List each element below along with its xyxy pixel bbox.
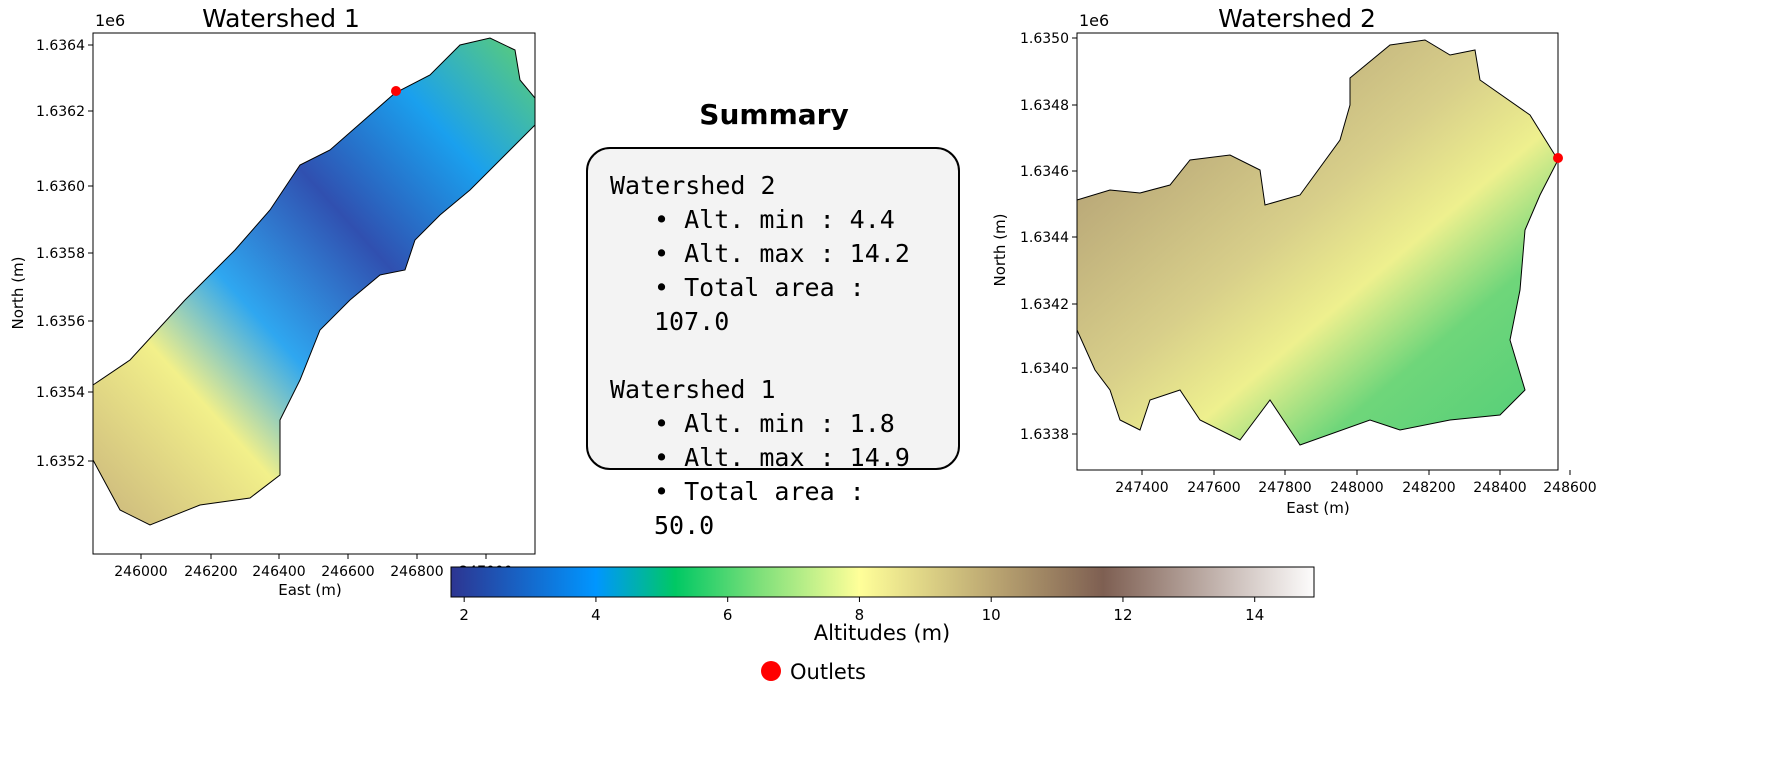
x-tick-label: 247800 bbox=[1258, 480, 1311, 496]
colorbar-tick-label: 10 bbox=[982, 606, 1001, 624]
outlet-marker bbox=[391, 86, 401, 96]
watershed-2-dem bbox=[1076, 39, 1559, 446]
x-tick-label: 246600 bbox=[321, 564, 374, 580]
summary-item: • Alt. max : 14.9 bbox=[654, 443, 910, 472]
summary-item: • Alt. min : 1.8 bbox=[654, 409, 895, 438]
y-tick-label: 1.6360 bbox=[36, 179, 85, 195]
x-tick-label: 248000 bbox=[1330, 480, 1383, 496]
colorbar-tick-label: 8 bbox=[855, 606, 865, 624]
summary-group-name: Watershed 2 bbox=[610, 171, 776, 200]
y-tick-label: 1.6358 bbox=[36, 246, 85, 262]
summary-box: Watershed 2 • Alt. min : 4.4 • Alt. max … bbox=[586, 147, 960, 540]
summary-group-name: Watershed 1 bbox=[610, 375, 776, 404]
x-tick-label: 248400 bbox=[1473, 480, 1526, 496]
colorbar: 2 4 6 8 10 12 14 Altitudes (m) bbox=[450, 566, 1315, 645]
y-tick-label: 1.6344 bbox=[1020, 230, 1069, 246]
x-axis-label: East (m) bbox=[1286, 499, 1349, 517]
summary-item: • Alt. min : 4.4 bbox=[654, 205, 895, 234]
legend-label: Outlets bbox=[790, 660, 866, 684]
colorbar-tick-label: 2 bbox=[459, 606, 469, 624]
x-tick-label: 246200 bbox=[184, 564, 237, 580]
y-tick-label: 1.6352 bbox=[36, 454, 85, 470]
x-tick-label: 247600 bbox=[1187, 480, 1240, 496]
map-title: Watershed 2 bbox=[1218, 4, 1376, 33]
watershed-1-dem bbox=[92, 37, 536, 526]
summary-item: • Alt. max : 14.2 bbox=[654, 239, 910, 268]
colorbar-tick-label: 6 bbox=[723, 606, 733, 624]
y-tick-label: 1.6362 bbox=[36, 104, 85, 120]
outlet-marker bbox=[1553, 153, 1563, 163]
y-tick-label: 1.6350 bbox=[1020, 31, 1069, 47]
legend-outlet-marker bbox=[761, 661, 781, 681]
summary-title: Summary bbox=[699, 98, 849, 131]
y-tick-label: 1.6348 bbox=[1020, 98, 1069, 114]
summary-item: • Total area : 50.0 bbox=[654, 477, 865, 540]
map-title: Watershed 1 bbox=[202, 4, 360, 33]
offset-label: 1e6 bbox=[1079, 11, 1109, 30]
y-tick-label: 1.6340 bbox=[1020, 361, 1069, 377]
colorbar-gradient bbox=[450, 566, 1315, 598]
offset-label: 1e6 bbox=[95, 11, 125, 30]
colorbar-tick-label: 14 bbox=[1245, 606, 1264, 624]
x-tick-label: 248200 bbox=[1402, 480, 1455, 496]
summary-item: • Total area : 107.0 bbox=[654, 273, 865, 336]
x-tick-label: 246800 bbox=[390, 564, 443, 580]
colorbar-tick-label: 12 bbox=[1113, 606, 1132, 624]
x-tick-label: 246000 bbox=[114, 564, 167, 580]
colorbar-label: Altitudes (m) bbox=[814, 621, 951, 645]
y-tick-label: 1.6354 bbox=[36, 385, 85, 401]
y-tick-label: 1.6356 bbox=[36, 314, 85, 330]
x-tick-label: 246400 bbox=[252, 564, 305, 580]
map-watershed-2: Watershed 2 1e6 1.6350 1.6348 1.6346 1.6344… bbox=[991, 4, 1597, 517]
y-axis-label: North (m) bbox=[9, 256, 27, 329]
y-tick-label: 1.6338 bbox=[1020, 427, 1069, 443]
colorbar-tick-label: 4 bbox=[591, 606, 601, 624]
legend: Outlets bbox=[761, 660, 866, 684]
y-tick-label: 1.6346 bbox=[1020, 164, 1069, 180]
y-tick-label: 1.6364 bbox=[36, 38, 85, 54]
x-tick-label: 248600 bbox=[1543, 480, 1596, 496]
y-axis-label: North (m) bbox=[991, 213, 1009, 286]
map-watershed-1: Watershed 1 1e6 1.6364 1.6362 1.6360 1.6358… bbox=[9, 4, 536, 599]
x-tick-label: 247400 bbox=[1115, 480, 1168, 496]
x-axis-label: East (m) bbox=[278, 581, 341, 599]
y-tick-label: 1.6342 bbox=[1020, 297, 1069, 313]
